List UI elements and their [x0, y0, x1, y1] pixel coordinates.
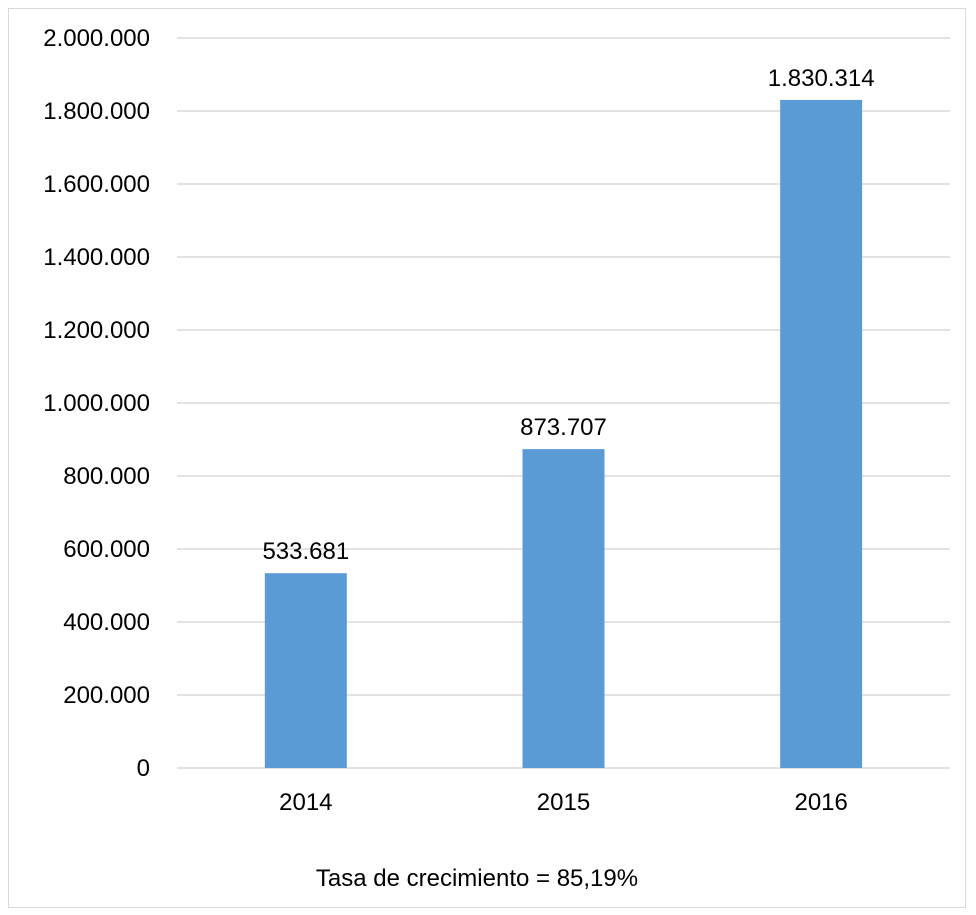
- y-tick-label: 600.000: [63, 536, 150, 563]
- y-tick-label: 1.400.000: [43, 244, 150, 271]
- y-tick-label: 0: [137, 755, 150, 782]
- data-labels: 533.681 873.707 1.830.314: [262, 65, 874, 565]
- growth-rate-note: Tasa de crecimiento = 85,19%: [316, 865, 638, 892]
- y-axis-tick-labels: 0 200.000 400.000 600.000 800.000 1.000.000 1.…: [43, 25, 150, 782]
- y-tick-label: 200.000: [63, 682, 150, 709]
- data-label-2016: 1.830.314: [768, 65, 875, 92]
- data-label-2014: 533.681: [262, 538, 349, 565]
- bar-2014: [264, 573, 347, 768]
- y-tick-label: 400.000: [63, 609, 150, 636]
- y-tick-label: 2.000.000: [43, 25, 150, 52]
- x-tick-label-2014: 2014: [279, 789, 332, 816]
- data-label-2015: 873.707: [520, 414, 607, 441]
- y-tick-label: 1.000.000: [43, 390, 150, 417]
- y-tick-label: 1.200.000: [43, 317, 150, 344]
- bars: [264, 99, 863, 769]
- y-tick-label: 800.000: [63, 463, 150, 490]
- bar-2015: [522, 449, 605, 768]
- x-tick-label-2015: 2015: [537, 789, 590, 816]
- x-axis-tick-labels: 2014 2015 2016: [279, 789, 848, 816]
- x-tick-label-2016: 2016: [794, 789, 847, 816]
- y-tick-label: 1.800.000: [43, 98, 150, 125]
- y-tick-label: 1.600.000: [43, 171, 150, 198]
- bar-2016: [780, 99, 863, 769]
